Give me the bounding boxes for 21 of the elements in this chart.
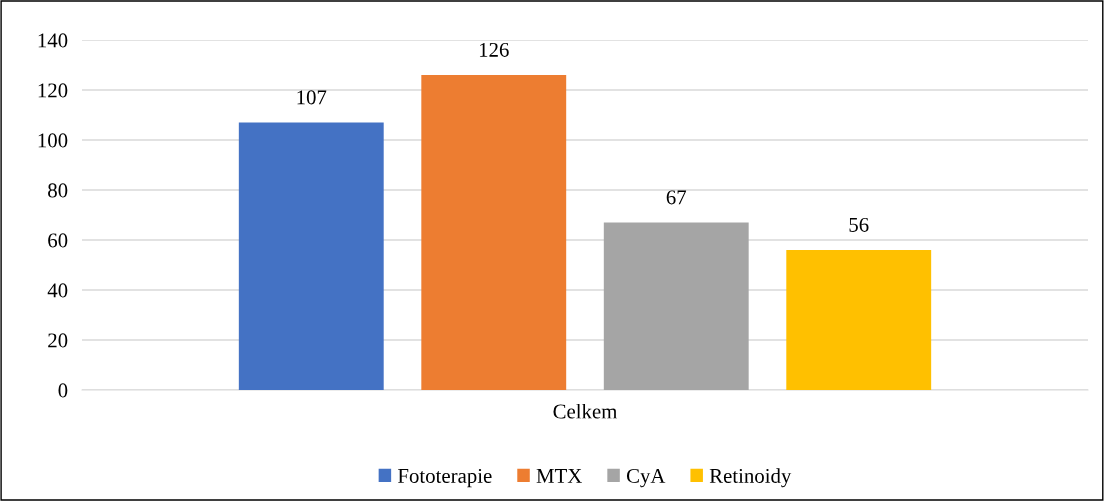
bar — [238, 122, 384, 390]
x-tick-label: Celkem — [553, 403, 618, 419]
y-tick-label: 140 — [38, 33, 68, 48]
bar — [421, 75, 567, 390]
y-tick-label: 60 — [48, 233, 68, 248]
data-label: 67 — [666, 190, 687, 205]
y-tick-label: 0 — [58, 383, 68, 398]
data-label: 56 — [849, 217, 869, 232]
legend-label: MTX — [536, 469, 582, 483]
legend-label: CyA — [626, 468, 666, 488]
y-tick-label: 40 — [47, 283, 68, 298]
bar — [786, 250, 932, 390]
legend-label: Fototerapie — [397, 468, 492, 488]
bar — [603, 222, 749, 390]
legend-label: Retinoidy — [709, 468, 792, 488]
y-tick-label: 80 — [48, 183, 68, 198]
data-label: 107 — [297, 90, 327, 105]
y-tick-label: 20 — [48, 333, 68, 348]
y-tick-label: 100 — [38, 133, 68, 148]
data-label: 126 — [479, 42, 509, 57]
y-tick-label: 120 — [38, 83, 68, 98]
